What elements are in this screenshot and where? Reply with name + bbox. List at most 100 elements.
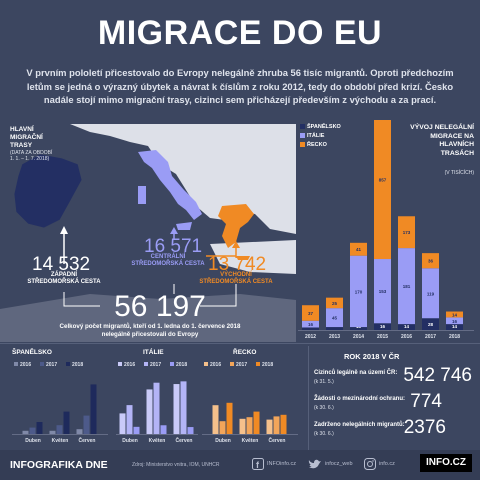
trend-bar-2015-řecko xyxy=(374,120,391,260)
spain-bar-Květen-2017 xyxy=(56,425,63,434)
central-arrow-head xyxy=(170,227,178,234)
greece-monthly-chart: 2016 2017 2018 Duben Květen Červen xyxy=(202,362,298,444)
greece-bar-Květen-2017 xyxy=(246,417,253,434)
instagram-handle: info.cz xyxy=(379,461,395,467)
footer-source: Zdroj: Ministerstvo vnitra, IOM, UNHCR xyxy=(132,462,220,468)
cz-row-1: Cizinců legálně na území ČR: (k 31. 5.) … xyxy=(314,365,474,390)
trend-label-2014-řecko: 41 xyxy=(356,247,362,252)
trend-bar-2018-itálie xyxy=(446,317,463,325)
legend-spain: ŠPANĚLSKO xyxy=(300,124,341,130)
greece-bar-Duben-2016 xyxy=(212,405,219,434)
trend-bar-2016-itálie xyxy=(398,248,415,325)
trend-label-2016-španělsko: 14 xyxy=(404,324,410,329)
greece-xtick-Květen: Květen xyxy=(242,438,259,444)
greece-xtick-Červen: Červen xyxy=(269,437,286,444)
spain-xtick-Duben: Duben xyxy=(25,438,41,444)
cz-row-3-label: Zadrženo nelegálních migrantů: xyxy=(314,422,405,428)
footer-brand: INFOGRAFIKA DNE xyxy=(10,459,108,471)
twitter-handle: infocz_web xyxy=(325,461,353,467)
spain-monthly-title: ŠPANĚLSKO xyxy=(12,349,52,356)
cz-row-3-value: 2376 xyxy=(403,417,446,438)
crete-shape xyxy=(236,256,250,260)
trend-label-2018-španělsko: 14 xyxy=(452,324,458,329)
trend-label-2014-itálie: 170 xyxy=(355,289,363,294)
spain-xtick-Květen: Květen xyxy=(52,438,69,444)
spain-bar-Duben-2018 xyxy=(36,422,43,434)
west-route-value: 14 532 xyxy=(32,254,91,275)
spain-bar-Duben-2017 xyxy=(29,427,36,434)
cz-row-1-note: (k 31. 5.) xyxy=(314,379,334,385)
west-route-label: ZÁPADNÍ STŘEDOMOŘSKÁ CESTA xyxy=(27,272,101,285)
legend-italy: ITÁLIE xyxy=(300,133,341,139)
trend-label-2017-španělsko: 28 xyxy=(428,322,434,327)
trend-unit: (V TISÍCÍCH) xyxy=(444,170,474,176)
cz-title: ROK 2018 V ČR xyxy=(344,352,400,361)
trend-bar-2012-itálie xyxy=(302,320,319,328)
map-subtitle: (DATA ZA OBDOBÍ 1. 1. – 1. 7. 2018) xyxy=(10,150,53,162)
facebook-link[interactable]: f INFOinfo.cz xyxy=(252,457,296,471)
italy-legend-swatch-2017 xyxy=(144,362,148,366)
trend-bar-2012-španělsko xyxy=(302,327,319,330)
page-title: MIGRACE DO EU xyxy=(97,14,383,52)
italy-bar-Červen-2017 xyxy=(180,381,187,434)
greece-bar-Květen-2018 xyxy=(253,411,260,434)
total-value: 56 197 xyxy=(114,290,206,323)
west-arrow-head xyxy=(60,226,68,234)
cz-row-3: Zadrženo nelegálních migrantů: (k 30. 6.… xyxy=(314,417,474,442)
italy-xtick-Květen: Květen xyxy=(149,438,166,444)
trend-bar-2012-řecko xyxy=(302,305,319,321)
italy-legend-2018: 2018 xyxy=(176,362,187,368)
central-route-label: CENTRÁLNÍ STŘEDOMOŘSKÁ CESTA xyxy=(131,254,205,267)
map-area xyxy=(0,124,296,342)
trend-xtick-2012: 2012 xyxy=(305,334,316,340)
map-title: HLAVNÍ MIGRAČNÍ TRASY xyxy=(10,126,43,149)
spain-monthly-chart: 2016 2017 2018 Duben Květen Červen xyxy=(12,362,108,444)
facebook-handle: INFOinfo.cz xyxy=(267,461,297,467)
greece-bar-Květen-2016 xyxy=(239,418,246,434)
total-caption: Celkový počet migrantů, kteří od 1. ledn… xyxy=(59,323,241,338)
greece-bar-Červen-2016 xyxy=(266,419,273,434)
cz-row-1-label: Cizinců legálně na území ČR: xyxy=(314,370,398,376)
trend-xtick-2017: 2017 xyxy=(425,334,436,340)
instagram-link[interactable]: info.cz xyxy=(364,457,395,471)
italy-bar-Duben-2016 xyxy=(119,413,126,434)
trend-bar-2018-řecko xyxy=(446,311,463,318)
greece-xtick-Duben: Duben xyxy=(215,438,231,444)
info-logo[interactable]: INFO.CZ xyxy=(420,454,472,472)
east-route-arrow xyxy=(206,246,237,257)
twitter-link[interactable]: infocz_web xyxy=(308,457,353,471)
italy-legend-2016: 2016 xyxy=(124,362,135,368)
cz-row-2-value: 774 xyxy=(410,391,442,412)
legend-greece: ŘECKO xyxy=(300,142,341,148)
italy-bar-Duben-2017 xyxy=(126,405,133,434)
trend-label-2018-itálie: 16 xyxy=(452,319,458,324)
italy-shape xyxy=(138,150,202,220)
trend-label-2017-itálie: 119 xyxy=(427,291,435,296)
cz-row-2: Žádosti o mezinárodní ochranu: (k 30. 6.… xyxy=(314,391,474,416)
trend-label-2018-řecko: 14 xyxy=(452,312,458,317)
italy-bar-Květen-2016 xyxy=(146,389,153,434)
greece-legend-2017: 2017 xyxy=(236,362,247,368)
east-route-value: 13 742 xyxy=(208,254,267,275)
italy-bar-Červen-2016 xyxy=(173,384,180,434)
trend-label-2015-řecko: 857 xyxy=(379,177,387,182)
spain-bar-Červen-2018 xyxy=(90,384,97,434)
spain-legend-swatch-2016 xyxy=(14,362,18,366)
trend-xtick-2014: 2014 xyxy=(353,334,364,340)
greece-bar-Duben-2018 xyxy=(226,402,233,434)
land-turkey xyxy=(210,240,296,274)
twitter-icon xyxy=(308,459,321,469)
legend-italy-swatch xyxy=(300,133,305,139)
trend-legend: ŠPANĚLSKO ITÁLIE ŘECKO xyxy=(300,124,341,151)
italy-xtick-Duben: Duben xyxy=(122,438,138,444)
trend-xtick-2016: 2016 xyxy=(401,334,412,340)
trend-bar-2013-španělsko xyxy=(326,327,343,330)
italy-bar-Květen-2018 xyxy=(160,425,167,434)
intro-text: V prvním pololetí přicestovalo do Evropy… xyxy=(26,67,454,105)
legend-spain-swatch xyxy=(300,124,305,130)
trend-label-2012-řecko: 37 xyxy=(308,311,314,316)
greece-legend-swatch-2018 xyxy=(256,362,260,366)
east-arrow-head xyxy=(232,241,240,248)
italy-monthly-title: ITÁLIE xyxy=(143,349,164,356)
cz-row-2-label: Žádosti o mezinárodní ochranu: xyxy=(314,396,406,402)
